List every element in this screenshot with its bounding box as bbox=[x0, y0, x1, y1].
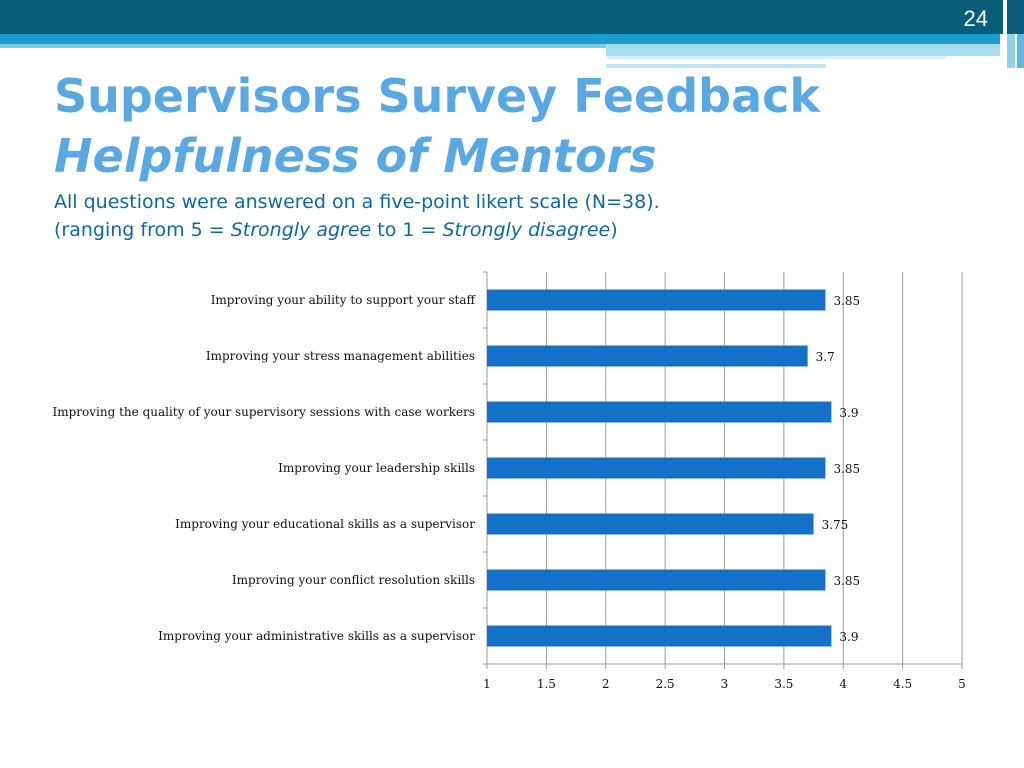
x-tick-label: 5 bbox=[958, 677, 966, 691]
category-label: Improving your leadership skills bbox=[278, 461, 475, 475]
data-label: 3.7 bbox=[816, 350, 835, 364]
category-label: Improving your stress management abiliti… bbox=[206, 349, 475, 363]
bar bbox=[487, 569, 826, 591]
bar bbox=[487, 401, 832, 423]
subtitle-text: to 1 = bbox=[371, 219, 443, 241]
x-tick-label: 4 bbox=[839, 677, 847, 691]
bar bbox=[487, 289, 826, 311]
subtitle-line-1: All questions were answered on a five-po… bbox=[54, 191, 660, 213]
bar bbox=[487, 625, 832, 647]
title-main: Supervisors Survey Feedback bbox=[54, 69, 820, 123]
header-bar bbox=[0, 0, 1024, 34]
x-tick-label: 3.5 bbox=[774, 677, 793, 691]
accent-stripe bbox=[1003, 0, 1007, 68]
subtitle-emphasis: Strongly disagree bbox=[442, 219, 611, 241]
accent-stripe bbox=[606, 64, 826, 68]
x-tick-label: 2.5 bbox=[656, 677, 675, 691]
data-label: 3.9 bbox=[839, 406, 858, 420]
x-tick-label: 1.5 bbox=[537, 677, 556, 691]
bar bbox=[487, 513, 814, 535]
x-tick-label: 1 bbox=[483, 677, 491, 691]
data-label: 3.85 bbox=[833, 462, 860, 476]
data-label: 3.85 bbox=[833, 574, 860, 588]
category-label: Improving your administrative skills as … bbox=[158, 629, 475, 643]
category-label: Improving your educational skills as a s… bbox=[175, 517, 475, 531]
data-label: 3.9 bbox=[839, 630, 858, 644]
subtitle-emphasis: Strongly agree bbox=[230, 219, 372, 241]
slide-subtitle: All questions were answered on a five-po… bbox=[54, 188, 660, 244]
accent-stripe bbox=[0, 44, 606, 48]
subtitle-line-2: (ranging from 5 = Strongly agree to 1 = … bbox=[54, 216, 660, 244]
data-label: 3.85 bbox=[833, 294, 860, 308]
title-sub: Helpfulness of Mentors bbox=[54, 129, 657, 183]
bar-chart: 1 1.5 2 2.5 3 3.5 4 4.5 5 Improving your ability … bbox=[53, 271, 966, 691]
x-tick-label: 4.5 bbox=[893, 677, 912, 691]
accent-stripe bbox=[1017, 34, 1024, 68]
accent-stripe bbox=[606, 56, 946, 59]
data-label: 3.75 bbox=[822, 518, 849, 532]
accent-stripe bbox=[606, 44, 1000, 56]
subtitle-text: ) bbox=[610, 219, 618, 241]
category-label: Improving the quality of your supervisor… bbox=[53, 405, 476, 419]
accent-stripe bbox=[0, 34, 1000, 44]
category-label: Improving your conflict resolution skill… bbox=[232, 573, 475, 587]
accent-stripe bbox=[1007, 34, 1015, 68]
bar bbox=[487, 345, 808, 367]
x-tick-label: 2 bbox=[602, 677, 610, 691]
subtitle-text: (ranging from 5 = bbox=[54, 219, 231, 241]
bar bbox=[487, 457, 826, 479]
category-label: Improving your ability to support your s… bbox=[211, 293, 477, 307]
slide-number: 24 bbox=[963, 6, 988, 31]
slide-title: Supervisors Survey Feedback Helpfulness … bbox=[54, 66, 820, 186]
x-tick-label: 3 bbox=[721, 677, 729, 691]
